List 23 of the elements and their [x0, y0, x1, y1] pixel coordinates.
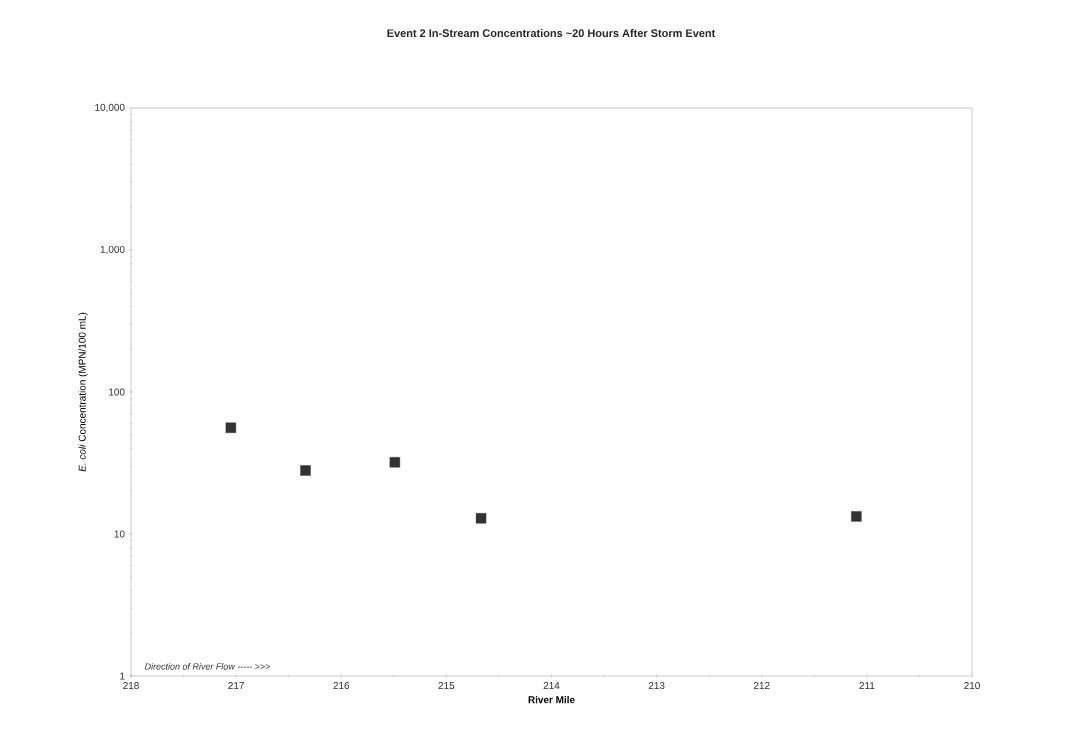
y-tick-label: 10,000 — [95, 103, 125, 113]
x-tick-label: 218 — [123, 682, 139, 690]
point — [300, 465, 311, 476]
x-tick-label: 214 — [543, 682, 560, 689]
x-axis-title: River Mile — [528, 695, 575, 704]
x-tick-label: 210 — [964, 682, 980, 690]
chart-title: Event 2 In-Stream Concentrations ~20 Hours After Storm Event — [387, 28, 716, 38]
annotation: Direction of River Flow ----- >>> — [144, 663, 271, 670]
point — [225, 422, 237, 433]
y-tick-label: 1,000 — [100, 245, 125, 255]
point — [389, 457, 401, 468]
x-tick-label: 213 — [648, 682, 665, 690]
y-tick-label: 1 — [120, 672, 125, 680]
x-tick-label: 216 — [333, 682, 350, 690]
y-axis-title: E. coli Concentration (MPN/100 mL) — [78, 312, 88, 472]
point — [475, 513, 487, 524]
x-tick-label: 217 — [228, 682, 244, 689]
x-tick-label: 215 — [438, 682, 455, 690]
x-tick-label: 212 — [753, 682, 770, 689]
x-tick-label: 211 — [859, 682, 875, 689]
point — [851, 511, 862, 522]
y-tick-label: 10 — [114, 530, 125, 538]
y-tick-label: 100 — [109, 388, 125, 396]
